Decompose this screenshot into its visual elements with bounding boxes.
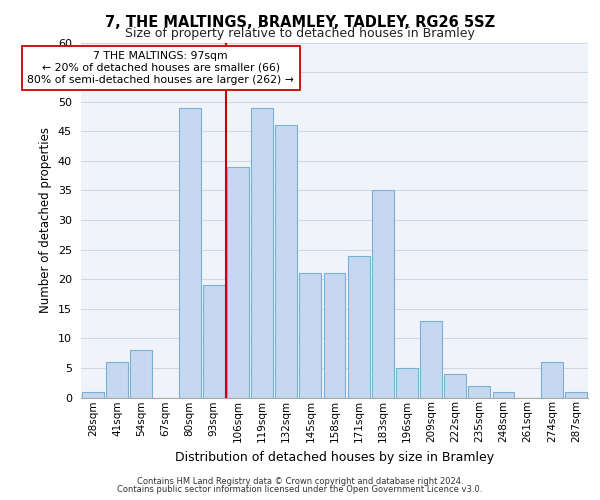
Bar bbox=[396, 368, 418, 398]
Text: Contains public sector information licensed under the Open Government Licence v3: Contains public sector information licen… bbox=[118, 485, 482, 494]
Text: Contains HM Land Registry data © Crown copyright and database right 2024.: Contains HM Land Registry data © Crown c… bbox=[137, 477, 463, 486]
Y-axis label: Number of detached properties: Number of detached properties bbox=[39, 127, 52, 313]
Bar bbox=[179, 108, 200, 398]
Bar bbox=[445, 374, 466, 398]
Bar bbox=[203, 285, 224, 398]
Bar bbox=[227, 167, 249, 398]
Bar bbox=[348, 256, 370, 398]
Bar bbox=[493, 392, 514, 398]
Bar bbox=[565, 392, 587, 398]
Bar bbox=[130, 350, 152, 398]
Bar bbox=[323, 273, 346, 398]
Bar bbox=[82, 392, 104, 398]
Bar bbox=[541, 362, 563, 398]
Bar bbox=[299, 273, 321, 398]
Bar bbox=[372, 190, 394, 398]
X-axis label: Distribution of detached houses by size in Bramley: Distribution of detached houses by size … bbox=[175, 450, 494, 464]
Bar bbox=[469, 386, 490, 398]
Text: 7, THE MALTINGS, BRAMLEY, TADLEY, RG26 5SZ: 7, THE MALTINGS, BRAMLEY, TADLEY, RG26 5… bbox=[105, 15, 495, 30]
Text: Size of property relative to detached houses in Bramley: Size of property relative to detached ho… bbox=[125, 27, 475, 40]
Bar bbox=[106, 362, 128, 398]
Bar bbox=[420, 320, 442, 398]
Bar bbox=[251, 108, 273, 398]
Bar bbox=[275, 126, 297, 398]
Text: 7 THE MALTINGS: 97sqm
← 20% of detached houses are smaller (66)
80% of semi-deta: 7 THE MALTINGS: 97sqm ← 20% of detached … bbox=[27, 52, 294, 84]
